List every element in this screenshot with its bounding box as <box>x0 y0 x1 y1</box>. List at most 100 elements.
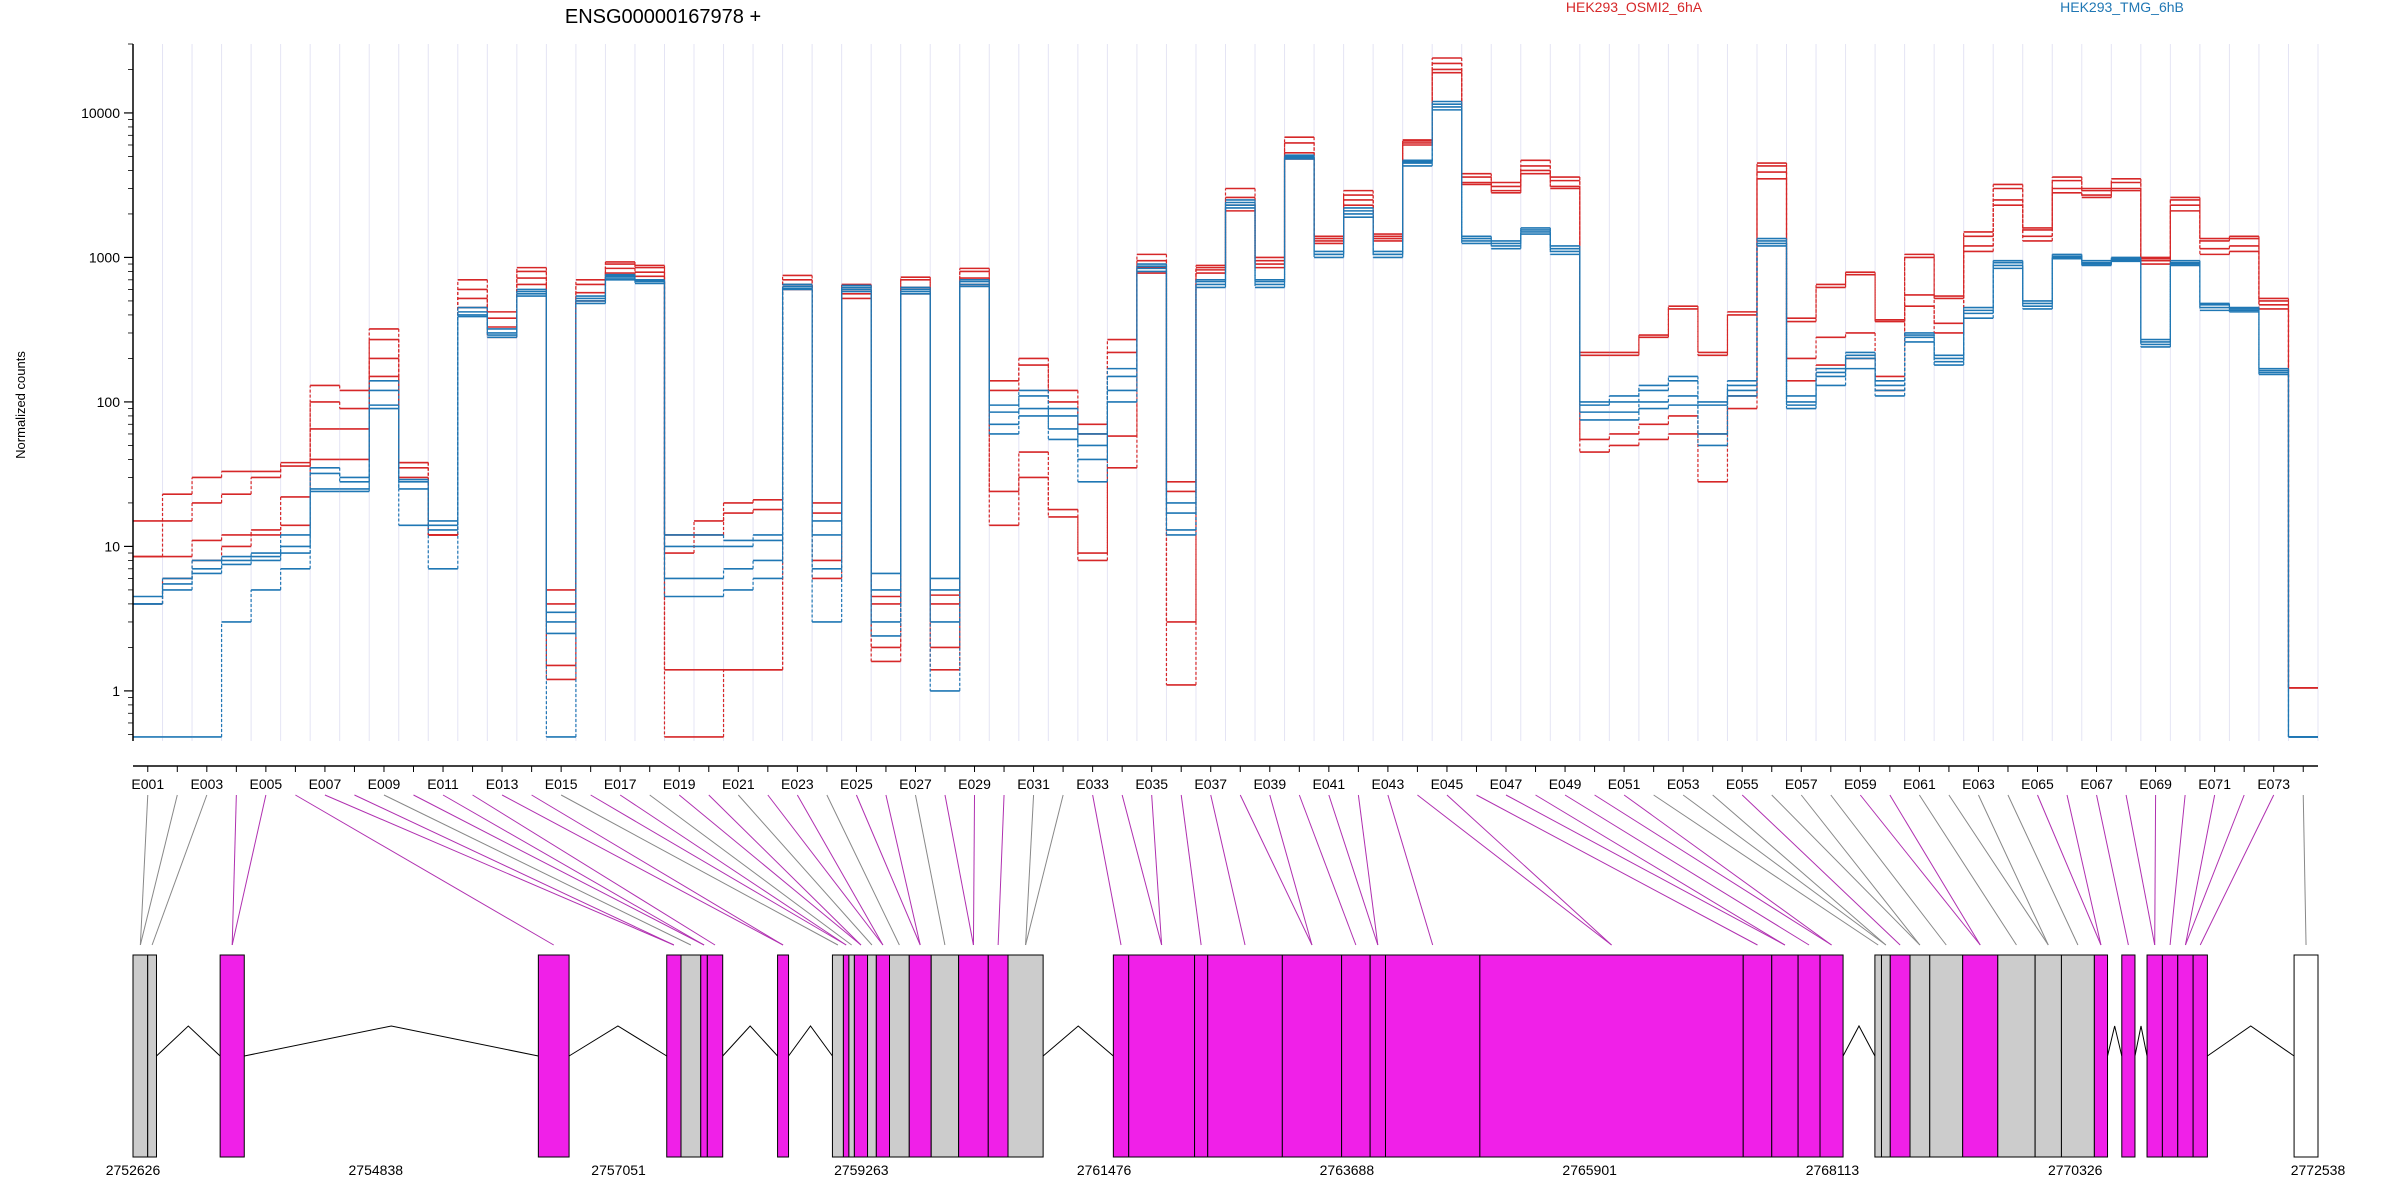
exon-block <box>1929 954 1964 1158</box>
coordinate-label: 2754838 <box>349 1162 404 1178</box>
exon-connector <box>590 794 847 946</box>
exon-block <box>1341 954 1371 1158</box>
exon-connector <box>2169 794 2186 946</box>
gridlines <box>132 44 2319 741</box>
exon-connector <box>708 794 862 946</box>
exon-connector <box>2184 794 2245 946</box>
exon-connector <box>1594 794 1832 946</box>
exon-block <box>1771 954 1799 1158</box>
exon-connector <box>501 794 784 946</box>
y-tick-label: 10000 <box>81 105 120 121</box>
exon-block <box>888 954 910 1158</box>
exon-connector <box>1025 794 1035 946</box>
exon-connector <box>855 794 921 946</box>
intron-line <box>2107 1025 2123 1057</box>
exon-block <box>1281 954 1343 1158</box>
exon-connector <box>1977 794 2049 946</box>
coordinate-label: 2770326 <box>2048 1162 2103 1178</box>
exon-block <box>1962 954 1999 1158</box>
y-axis-label: Normalized counts <box>13 351 28 459</box>
intron-line <box>156 1025 221 1057</box>
exon-block <box>132 954 149 1158</box>
exon-connector <box>1357 794 1379 946</box>
exon-block <box>831 954 844 1158</box>
exon-block <box>842 954 850 1158</box>
coordinate-label: 2765901 <box>1562 1162 1617 1178</box>
exon-tick-label: E049 <box>1549 776 1582 792</box>
exon-tick-label: E043 <box>1372 776 1405 792</box>
exon-connector <box>472 794 716 946</box>
exon-block <box>2121 954 2136 1158</box>
exon-axis-ticks: E001 E003 E005 E007 E009 E011 E013 E015 E017 E019… <box>131 766 2304 792</box>
exon-block <box>1797 954 1821 1158</box>
chart-title: ENSG00000167978 + <box>565 6 761 28</box>
coordinate-label: 2757051 <box>591 1162 646 1178</box>
exon-block <box>1369 954 1386 1158</box>
exon-connector <box>2199 794 2275 946</box>
exon-connector <box>1948 794 2049 946</box>
exon-connector <box>2066 794 2102 946</box>
exon-connector <box>442 794 705 946</box>
exon-connector <box>1180 794 1202 946</box>
exon-tick-label: E029 <box>958 776 991 792</box>
exon-block <box>537 954 570 1158</box>
exon-connector <box>1653 794 1879 946</box>
exon-connector <box>1889 794 1981 946</box>
exon-block <box>777 954 790 1158</box>
exon-tick-label: E001 <box>131 776 164 792</box>
exon-block <box>147 954 157 1158</box>
exon-tick-label: E073 <box>2257 776 2290 792</box>
exon-connector <box>151 794 208 946</box>
exon-block <box>2060 954 2095 1158</box>
exon-block <box>2146 954 2163 1158</box>
coordinate-label: 2752626 <box>106 1162 161 1178</box>
series-lines <box>133 57 2318 738</box>
legend-entry-osmi2: HEK293_OSMI2_6hA <box>1566 0 1703 15</box>
exon-tick-label: E025 <box>840 776 873 792</box>
exon-connector <box>324 794 675 946</box>
intron-line <box>2134 1025 2148 1057</box>
exon-tick-label: E017 <box>604 776 637 792</box>
exon-block <box>666 954 682 1158</box>
exon-connector <box>1151 794 1163 946</box>
exon-connector <box>826 794 900 946</box>
legend-entry-tmg: HEK293_TMG_6hB <box>2060 0 2184 15</box>
exon-connector <box>139 794 149 946</box>
exon-block <box>987 954 1009 1158</box>
exon-block <box>853 954 869 1158</box>
exon-connector <box>1025 794 1064 946</box>
exon-tick-label: E039 <box>1253 776 1286 792</box>
exon-tick-label: E059 <box>1844 776 1877 792</box>
exon-connector <box>1298 794 1357 946</box>
exon-connector <box>2184 794 2216 946</box>
exon-tick-label: E027 <box>899 776 932 792</box>
exon-connector <box>2302 794 2307 946</box>
coordinate-label: 2759263 <box>834 1162 889 1178</box>
coordinate-label: 2761476 <box>1077 1162 1132 1178</box>
exon-tick-label: E011 <box>427 776 459 792</box>
intron-line <box>244 1025 539 1057</box>
exon-connector <box>1446 794 1612 946</box>
exon-block <box>706 954 724 1158</box>
exon-block <box>700 954 708 1158</box>
series-7 <box>133 109 2318 738</box>
exon-connector <box>1623 794 1832 946</box>
exon-tick-label: E021 <box>722 776 755 792</box>
exon-connector <box>1535 794 1786 946</box>
exon-tick-label: E041 <box>1312 776 1345 792</box>
exon-connector <box>885 794 921 946</box>
exon-connector <box>944 794 974 946</box>
exon-block <box>2177 954 2194 1158</box>
exon-block <box>958 954 989 1158</box>
exon-block <box>680 954 702 1158</box>
exon-connector <box>1505 794 1786 946</box>
exon-block <box>875 954 890 1158</box>
exon-connector <box>1387 794 1434 946</box>
exon-tick-label: E015 <box>545 776 578 792</box>
exon-connector <box>737 794 873 946</box>
exon-tick-label: E013 <box>486 776 519 792</box>
exon-connector <box>2037 794 2102 946</box>
exon-connector <box>2154 794 2157 946</box>
coordinate-label: 2768113 <box>1806 1162 1860 1178</box>
exon-connector <box>295 794 554 946</box>
